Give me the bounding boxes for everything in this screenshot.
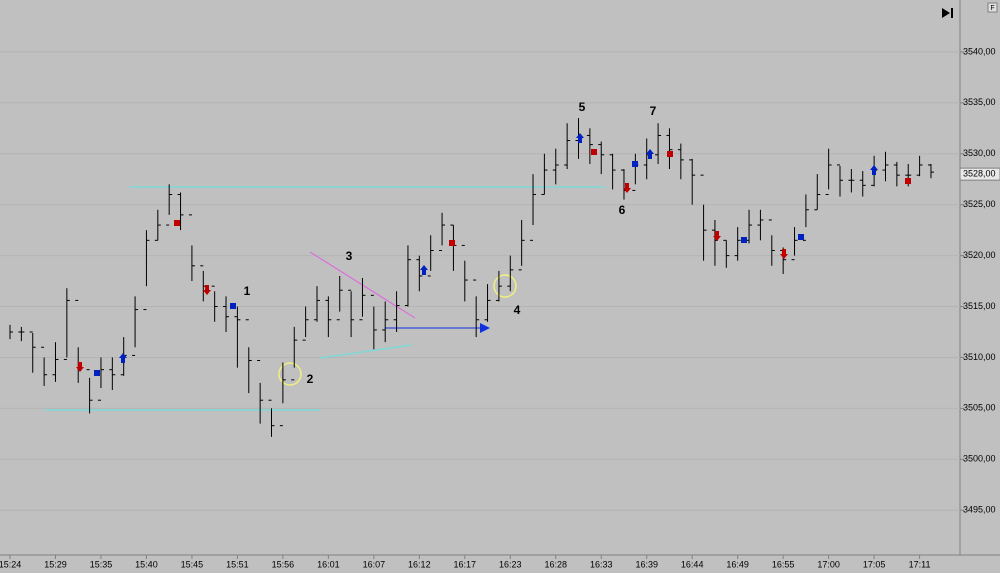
x-tick-label: 15:35 <box>90 559 113 569</box>
x-tick-label: 15:56 <box>272 559 295 569</box>
signal-arrow <box>119 353 127 363</box>
y-tick-label: 3525,00 <box>963 199 996 209</box>
x-tick-label: 15:40 <box>135 559 158 569</box>
x-tick-label: 16:33 <box>590 559 613 569</box>
signal-arrow <box>623 183 631 193</box>
signal-arrow <box>576 133 584 143</box>
corner-label: F <box>990 5 994 12</box>
y-tick-label: 3535,00 <box>963 97 996 107</box>
x-tick-label: 16:49 <box>726 559 749 569</box>
signal-marker <box>741 237 747 243</box>
signal-arrow <box>76 362 84 372</box>
signal-marker <box>667 151 673 157</box>
circle-marker <box>493 274 517 298</box>
signal-arrow <box>646 149 654 159</box>
annotation: 5 <box>579 100 586 114</box>
signal-arrow <box>420 265 428 275</box>
signal-arrow <box>203 285 211 295</box>
x-tick-label: 17:00 <box>817 559 840 569</box>
signal-marker <box>94 370 100 376</box>
y-tick-label: 3540,00 <box>963 46 996 56</box>
annotation: 7 <box>650 104 657 118</box>
annotation: 1 <box>244 284 251 298</box>
x-tick-label: 15:45 <box>181 559 204 569</box>
x-tick-label: 16:12 <box>408 559 431 569</box>
y-tick-label: 3515,00 <box>963 301 996 311</box>
x-tick-label: 16:28 <box>544 559 567 569</box>
signal-arrow <box>780 249 788 259</box>
y-tick-label: 3520,00 <box>963 250 996 260</box>
signal-marker <box>591 149 597 155</box>
signal-marker <box>174 220 180 226</box>
signal-marker <box>798 234 804 240</box>
x-tick-label: 17:05 <box>863 559 886 569</box>
y-tick-label: 3495,00 <box>963 505 996 515</box>
x-tick-label: 15:51 <box>226 559 249 569</box>
last-price-label: 3528,00 <box>963 169 996 179</box>
y-tick-label: 3505,00 <box>963 403 996 413</box>
x-tick-label: 16:44 <box>681 559 704 569</box>
corner-box[interactable] <box>987 2 998 13</box>
last-price-box <box>959 167 1000 181</box>
x-tick-label: 16:01 <box>317 559 340 569</box>
y-tick-label: 3510,00 <box>963 352 996 362</box>
signal-marker <box>905 178 911 184</box>
x-tick-label: 16:23 <box>499 559 522 569</box>
x-tick-label: 16:55 <box>772 559 795 569</box>
annotation: 4 <box>514 303 521 317</box>
signal-marker <box>632 161 638 167</box>
y-tick-label: 3530,00 <box>963 148 996 158</box>
x-tick-label: 16:39 <box>635 559 658 569</box>
signal-arrow <box>870 165 878 175</box>
scroll-end-button[interactable] <box>942 8 953 18</box>
annotation: 2 <box>307 372 314 386</box>
circle-marker <box>278 362 302 386</box>
signal-marker <box>449 240 455 246</box>
x-tick-label: 17:11 <box>909 559 931 569</box>
x-tick-label: 16:17 <box>454 559 477 569</box>
trend-line <box>319 344 413 359</box>
x-tick-label: 15:24 <box>0 559 21 569</box>
signal-arrow <box>713 231 721 241</box>
annotation: 6 <box>619 203 626 217</box>
annotation: 3 <box>346 249 353 263</box>
x-tick-label: 15:29 <box>44 559 67 569</box>
y-tick-label: 3500,00 <box>963 454 996 464</box>
arrow-head <box>480 323 490 333</box>
x-tick-label: 16:07 <box>363 559 386 569</box>
signal-marker <box>230 303 236 309</box>
